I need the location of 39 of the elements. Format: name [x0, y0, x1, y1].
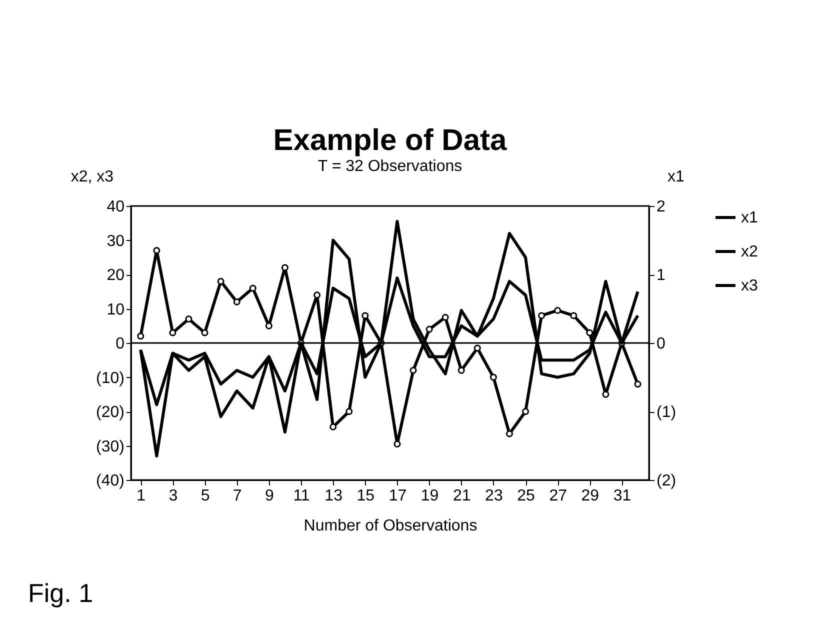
chart-title: Example of Data — [273, 124, 508, 157]
y-tick-label: 0 — [116, 336, 125, 352]
y-tick-label: 20 — [106, 267, 125, 284]
y-axis-title: x2, x3 — [70, 168, 114, 186]
legend-label: x2 — [741, 244, 758, 260]
x-axis-title: Number of Observations — [304, 518, 478, 534]
x-tick-label: 9 — [264, 488, 274, 504]
legend-label: x3 — [741, 278, 758, 294]
caption: Fig. 1 — [28, 578, 94, 609]
y-tick-label: 40 — [106, 198, 125, 216]
chart-subtitle: T = 32 Observations — [318, 158, 462, 175]
x-tick-label: 31 — [613, 488, 632, 504]
x-tick-label: 7 — [232, 488, 242, 504]
y-tick-label: (40) — [96, 472, 124, 490]
y2-tick-label: 2 — [656, 198, 666, 216]
x-tick-label: 21 — [452, 488, 471, 504]
y2-tick-label: 1 — [656, 267, 666, 284]
y-tick-label: (30) — [96, 438, 124, 456]
legend-label: x1 — [741, 210, 758, 226]
y2-tick-label: (1) — [656, 404, 676, 421]
y2-tick-label: 0 — [656, 336, 666, 352]
x-tick-label: 1 — [136, 488, 146, 504]
x-tick-label: 15 — [356, 488, 375, 504]
y-tick-label: (10) — [96, 370, 124, 387]
x-tick-label: 29 — [581, 488, 600, 504]
x-tick-label: 13 — [324, 488, 343, 504]
y-tick-label: 30 — [106, 232, 125, 250]
y2-axis-title: x1 — [668, 168, 684, 186]
x-tick-label: 17 — [388, 488, 407, 504]
x-tick-label: 23 — [485, 488, 503, 504]
y2-tick-label: (2) — [656, 472, 676, 490]
x-tick-label: 27 — [549, 488, 568, 504]
x-tick-label: 25 — [517, 488, 536, 504]
x-tick-label: 11 — [293, 488, 310, 504]
x-tick-label: 5 — [200, 488, 210, 504]
y-tick-label: (20) — [96, 404, 124, 421]
x-tick-label: 19 — [420, 488, 439, 504]
y-tick-label: 10 — [106, 301, 125, 318]
x-tick-label: 3 — [168, 488, 178, 504]
